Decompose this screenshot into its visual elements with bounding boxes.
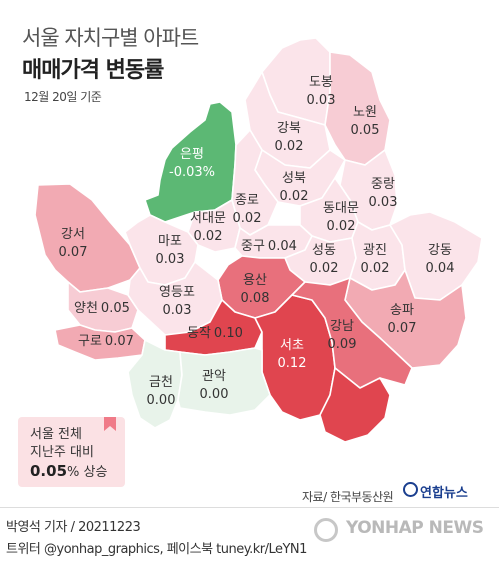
label-yeongdeungpo-name: 영등포 [159, 285, 195, 300]
label-gangbuk-name: 강북 [277, 121, 301, 136]
summary-line1: 서울 전체 [30, 427, 82, 442]
label-seocho-value: 0.12 [278, 356, 307, 371]
label-nowon-value: 0.05 [351, 123, 380, 138]
label-seongdong-name: 성동 [312, 243, 336, 258]
label-junggu: 중구 0.04 [241, 239, 297, 254]
district-gangdong[interactable] [389, 211, 483, 301]
label-dongjak-value: 0.10 [214, 326, 243, 341]
label-dongjak-name: 동작 [187, 326, 211, 341]
label-jongno-name: 종로 [235, 193, 259, 208]
label-eunpyeong-name: 은평 [180, 147, 204, 162]
district-geumcheon[interactable] [127, 339, 183, 429]
label-dongdaemun-value: 0.02 [327, 219, 356, 234]
title-line2: 매매가격 변동률 [22, 58, 164, 83]
label-guro: 구로 0.07 [78, 334, 134, 349]
district-eunpyeong[interactable] [144, 101, 237, 223]
district-yeongdeungpo[interactable] [127, 261, 223, 336]
label-gangdong-name: 강동 [428, 243, 452, 258]
district-seocho-south [319, 367, 391, 443]
watermark-label: YONHAP NEWS [346, 518, 484, 538]
label-gangnam-value: 0.09 [328, 337, 357, 352]
yonhap-logo-icon [403, 482, 418, 497]
label-gangbuk-value: 0.02 [275, 139, 304, 154]
label-seongbuk-value: 0.02 [280, 189, 309, 204]
label-gangdong-value: 0.04 [426, 261, 455, 276]
label-songpa-name: 송파 [390, 303, 414, 318]
summary-line3: 0.05% 상승 [30, 461, 107, 480]
label-geumcheon-value: 0.00 [147, 393, 176, 408]
title-line1: 서울 자치구별 아파트 [22, 26, 199, 50]
district-gwanak[interactable] [177, 347, 271, 416]
label-dongdaemun-name: 동대문 [323, 201, 359, 216]
district-jongno[interactable] [231, 129, 279, 236]
label-gangnam-name: 강남 [330, 319, 354, 334]
footer-byline: 박영석 기자 / 20211223 [6, 520, 141, 535]
label-yeongdeungpo-value: 0.03 [163, 303, 192, 318]
label-yangcheon: 양천 0.05 [74, 301, 130, 316]
label-guro-value: 0.07 [105, 334, 134, 349]
label-yangcheon-name: 양천 [74, 301, 98, 316]
label-guro-name: 구로 [78, 334, 102, 349]
label-yongsan-name: 용산 [243, 273, 267, 288]
label-seocho-name: 서초 [280, 338, 304, 353]
label-gwangjin-value: 0.02 [361, 261, 390, 276]
label-gangseo-name: 강서 [61, 227, 85, 242]
label-seodaemun-name: 서대문 [190, 211, 226, 226]
bookmark-flag-icon [104, 417, 116, 431]
footer-divider [0, 507, 499, 508]
label-gangseo-value: 0.07 [59, 245, 88, 260]
summary-value: 0.05 [30, 462, 68, 480]
label-dobong-value: 0.03 [307, 93, 336, 108]
label-nowon-name: 노원 [353, 105, 377, 120]
seoul-district-map: 도봉 0.03 노원 0.05 강북 0.02 은평 -0.03% 성북 0.0… [34, 37, 483, 443]
label-junggu-value: 0.04 [268, 239, 297, 254]
label-yongsan-value: 0.08 [241, 291, 270, 306]
district-gangseo[interactable] [34, 183, 141, 293]
label-gwanak-name: 관악 [202, 369, 226, 384]
watermark-text: YONHAP NEWS [318, 518, 484, 538]
label-mapo-value: 0.03 [156, 252, 185, 267]
summary-line2: 지난주 대비 [30, 445, 94, 460]
footer-social: 트위터 @yonhap_graphics, 페이스북 tuney.kr/LeYN… [6, 542, 307, 557]
label-gwangjin-name: 광진 [363, 243, 387, 258]
label-seodaemun-value: 0.02 [194, 229, 223, 244]
label-yangcheon-value: 0.05 [101, 301, 130, 316]
label-eunpyeong-value: -0.03% [169, 165, 215, 180]
label-geumcheon-name: 금천 [149, 375, 173, 390]
date-note: 12월 20일 기준 [24, 90, 102, 104]
label-gwanak-value: 0.00 [200, 387, 229, 402]
summary-suffix: % 상승 [67, 465, 108, 480]
label-junggu-name: 중구 [241, 239, 265, 254]
label-songpa-value: 0.07 [388, 321, 417, 336]
label-dongjak: 동작 0.10 [187, 326, 243, 341]
watermark-logo-icon [314, 518, 338, 542]
label-mapo-name: 마포 [158, 234, 182, 249]
district-gangnam[interactable] [291, 277, 413, 389]
label-dobong-name: 도봉 [309, 75, 333, 90]
label-jungnang-name: 중랑 [371, 177, 395, 192]
source-credit: 자료/ 한국부동산원 [302, 490, 394, 504]
label-seongdong-value: 0.02 [310, 261, 339, 276]
label-jongno-value: 0.02 [233, 211, 262, 226]
label-jungnang-value: 0.03 [369, 195, 398, 210]
label-seongbuk-name: 성북 [282, 171, 306, 186]
yonhap-logo-text: 연합뉴스 [420, 486, 468, 501]
